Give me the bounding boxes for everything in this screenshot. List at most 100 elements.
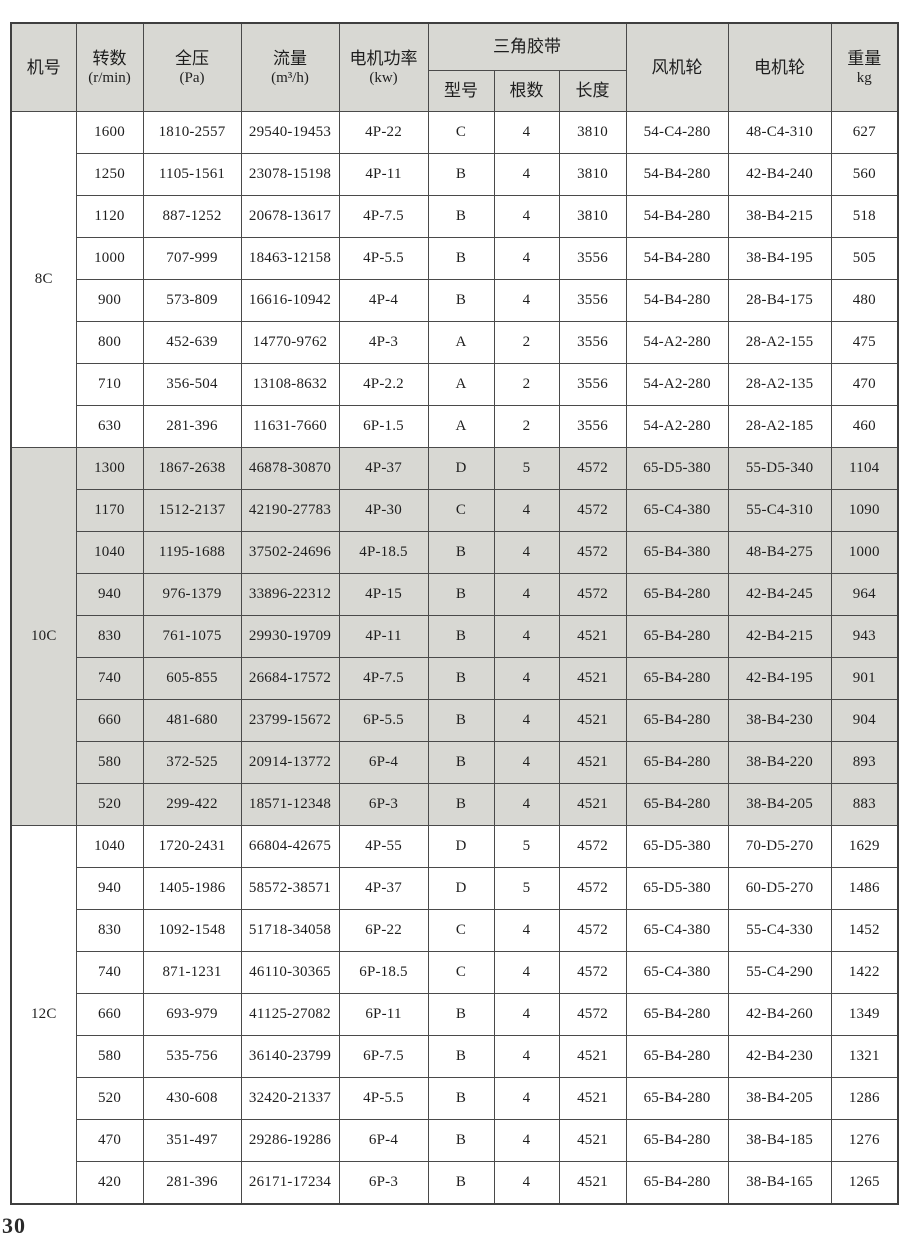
cell-weight: 460 bbox=[830, 405, 899, 448]
cell-flow: 29286-19286 bbox=[240, 1119, 340, 1162]
cell-motor_wheel: 38-B4-165 bbox=[727, 1161, 832, 1205]
cell-belt_model: B bbox=[427, 1119, 495, 1162]
cell-pressure: 351-497 bbox=[142, 1119, 242, 1162]
cell-fan_wheel: 65-B4-280 bbox=[625, 699, 729, 742]
table-row: 740 605-855 26684-17572 4P-7.5 B 4 4521 65-B4-2… bbox=[11, 657, 899, 700]
cell-motor_wheel: 28-B4-175 bbox=[727, 279, 832, 322]
cell-flow: 36140-23799 bbox=[240, 1035, 340, 1078]
cell-belt_model: B bbox=[427, 195, 495, 238]
cell-weight: 1265 bbox=[830, 1161, 899, 1205]
cell-belt_length: 3556 bbox=[558, 321, 627, 364]
cell-weight: 505 bbox=[830, 237, 899, 280]
cell-belt_length: 4572 bbox=[558, 489, 627, 532]
cell-speed: 1000 bbox=[75, 237, 144, 280]
cell-flow: 26684-17572 bbox=[240, 657, 340, 700]
cell-belt_model: C bbox=[427, 951, 495, 994]
cell-weight: 1276 bbox=[830, 1119, 899, 1162]
cell-motor_wheel: 55-D5-340 bbox=[727, 447, 832, 490]
table-row: 420 281-396 26171-17234 6P-3 B 4 4521 65-B4-280… bbox=[11, 1161, 899, 1205]
cell-belt_length: 4521 bbox=[558, 1161, 627, 1205]
cell-fan_wheel: 65-B4-280 bbox=[625, 657, 729, 700]
cell-pressure: 535-756 bbox=[142, 1035, 242, 1078]
cell-power: 4P-30 bbox=[338, 489, 429, 532]
table-row: 660 693-979 41125-27082 6P-11 B 4 4572 65-B4-28… bbox=[11, 993, 899, 1036]
cell-flow: 18571-12348 bbox=[240, 783, 340, 826]
cell-pressure: 372-525 bbox=[142, 741, 242, 784]
cell-fan_wheel: 65-B4-280 bbox=[625, 1077, 729, 1120]
cell-pressure: 1195-1688 bbox=[142, 531, 242, 574]
cell-belt_model: B bbox=[427, 741, 495, 784]
cell-speed: 520 bbox=[75, 783, 144, 826]
header-speed: 转数 (r/min) bbox=[75, 22, 144, 112]
cell-pressure: 1105-1561 bbox=[142, 153, 242, 196]
machine-number-cell: 8C bbox=[10, 111, 77, 448]
cell-speed: 1300 bbox=[75, 447, 144, 490]
cell-weight: 475 bbox=[830, 321, 899, 364]
cell-belt_length: 4521 bbox=[558, 783, 627, 826]
cell-pressure: 281-396 bbox=[142, 405, 242, 448]
cell-fan_wheel: 54-A2-280 bbox=[625, 363, 729, 406]
cell-belt_model: B bbox=[427, 573, 495, 616]
cell-flow: 29930-19709 bbox=[240, 615, 340, 658]
cell-belt_count: 4 bbox=[493, 489, 560, 532]
header-weight-unit: kg bbox=[856, 69, 872, 86]
header-speed-label: 转数 bbox=[92, 48, 127, 68]
cell-belt_count: 5 bbox=[493, 825, 560, 868]
cell-power: 4P-5.5 bbox=[338, 237, 429, 280]
header-fan-wheel: 风机轮 bbox=[625, 22, 729, 112]
cell-belt_model: C bbox=[427, 111, 495, 154]
cell-flow: 23799-15672 bbox=[240, 699, 340, 742]
cell-belt_count: 4 bbox=[493, 279, 560, 322]
cell-belt_length: 4572 bbox=[558, 951, 627, 994]
cell-speed: 710 bbox=[75, 363, 144, 406]
cell-belt_count: 4 bbox=[493, 909, 560, 952]
cell-belt_count: 2 bbox=[493, 405, 560, 448]
cell-motor_wheel: 38-B4-195 bbox=[727, 237, 832, 280]
cell-belt_model: D bbox=[427, 447, 495, 490]
spec-table-body: 8C 1600 1810-2557 29540-19453 4P-22 C 4 3810 54-… bbox=[10, 111, 899, 1205]
cell-power: 6P-4 bbox=[338, 741, 429, 784]
cell-speed: 520 bbox=[75, 1077, 144, 1120]
table-row: 800 452-639 14770-9762 4P-3 A 2 3556 54-A2-280 2… bbox=[11, 321, 899, 364]
table-row: 1120 887-1252 20678-13617 4P-7.5 B 4 3810 54-B4… bbox=[11, 195, 899, 238]
cell-weight: 883 bbox=[830, 783, 899, 826]
cell-fan_wheel: 65-B4-280 bbox=[625, 1119, 729, 1162]
cell-power: 4P-7.5 bbox=[338, 195, 429, 238]
cell-speed: 740 bbox=[75, 657, 144, 700]
cell-fan_wheel: 54-B4-280 bbox=[625, 195, 729, 238]
cell-belt_model: B bbox=[427, 993, 495, 1036]
header-vbelt-model-label: 型号 bbox=[444, 81, 478, 101]
table-row: 1250 1105-1561 23078-15198 4P-11 B 4 3810 54-B4… bbox=[11, 153, 899, 196]
cell-power: 4P-37 bbox=[338, 447, 429, 490]
cell-power: 6P-4 bbox=[338, 1119, 429, 1162]
cell-motor_wheel: 38-B4-205 bbox=[727, 1077, 832, 1120]
cell-belt_model: B bbox=[427, 153, 495, 196]
cell-fan_wheel: 65-B4-280 bbox=[625, 1035, 729, 1078]
cell-fan_wheel: 54-B4-280 bbox=[625, 153, 729, 196]
cell-motor_wheel: 55-C4-330 bbox=[727, 909, 832, 952]
cell-flow: 41125-27082 bbox=[240, 993, 340, 1036]
cell-motor_wheel: 38-B4-185 bbox=[727, 1119, 832, 1162]
cell-flow: 29540-19453 bbox=[240, 111, 340, 154]
cell-belt_count: 4 bbox=[493, 615, 560, 658]
cell-motor_wheel: 38-B4-215 bbox=[727, 195, 832, 238]
table-row: 1000 707-999 18463-12158 4P-5.5 B 4 3556 54-B4-… bbox=[11, 237, 899, 280]
cell-belt_count: 4 bbox=[493, 657, 560, 700]
cell-fan_wheel: 54-A2-280 bbox=[625, 321, 729, 364]
machine-number-cell: 10C bbox=[10, 447, 77, 826]
cell-belt_count: 4 bbox=[493, 783, 560, 826]
cell-belt_length: 3556 bbox=[558, 279, 627, 322]
table-row: 940 976-1379 33896-22312 4P-15 B 4 4572 65-B4-2… bbox=[11, 573, 899, 616]
table-row: 10C 1300 1867-2638 46878-30870 4P-37 D 5 4572 65… bbox=[10, 447, 899, 826]
header-machine-no: 机号 bbox=[10, 22, 77, 112]
header-flow: 流量 (m³/h) bbox=[240, 22, 340, 112]
cell-belt_count: 4 bbox=[493, 1119, 560, 1162]
cell-weight: 1000 bbox=[830, 531, 899, 574]
cell-belt_model: B bbox=[427, 1035, 495, 1078]
cell-belt_count: 4 bbox=[493, 699, 560, 742]
cell-weight: 1286 bbox=[830, 1077, 899, 1120]
cell-belt_length: 4521 bbox=[558, 699, 627, 742]
cell-weight: 964 bbox=[830, 573, 899, 616]
cell-belt_model: B bbox=[427, 657, 495, 700]
cell-belt_length: 3810 bbox=[558, 195, 627, 238]
